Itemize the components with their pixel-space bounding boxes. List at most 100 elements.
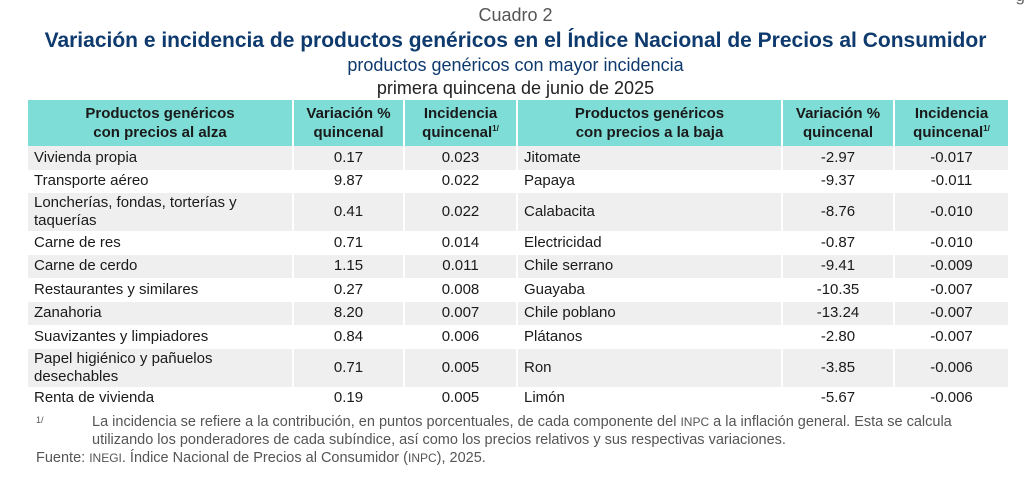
source-note: Fuente: INEGI. Índice Nacional de Precio… (36, 450, 486, 466)
down-incidence: -0.006 (894, 348, 1008, 387)
down-incidence: -0.017 (894, 146, 1008, 170)
source-text: . Índice Nacional de Precios al Consumid… (121, 450, 408, 466)
table-row: Vivienda propia 0.17 0.023 Jitomate -2.9… (28, 146, 1008, 170)
up-incidence: 0.014 (404, 231, 518, 255)
up-variation: 0.41 (293, 193, 405, 231)
table-row: Papel higiénico y pañuelos desechables 0… (28, 348, 1008, 387)
header-up-variation: Variación % quincenal (293, 100, 405, 146)
header-variation-line2: quincenal (313, 124, 384, 141)
source-label: Fuente: (36, 450, 90, 466)
up-variation: 1.15 (293, 254, 405, 278)
down-incidence: -0.010 (894, 231, 1008, 255)
up-variation: 0.71 (293, 231, 405, 255)
up-incidence: 0.023 (404, 146, 518, 170)
up-incidence: 0.011 (404, 254, 518, 278)
up-variation: 0.27 (293, 278, 405, 302)
footnote-inpc-abbr: INPC (680, 415, 710, 429)
down-variation: -2.97 (782, 146, 895, 170)
up-variation: 0.17 (293, 146, 405, 170)
up-product-name: Restaurantes y similares (28, 278, 294, 302)
down-incidence: -0.007 (894, 301, 1008, 325)
down-variation: -3.85 (782, 348, 895, 387)
down-variation: -0.87 (782, 231, 895, 255)
down-incidence: -0.009 (894, 254, 1008, 278)
header-down-products-line1: Productos genéricos (574, 105, 725, 122)
incidence-table: Productos genéricos con precios al alza … (28, 100, 1008, 410)
down-product-name: Electricidad (517, 231, 783, 255)
table-row: Restaurantes y similares 0.27 0.008 Guay… (28, 278, 1008, 302)
up-product-name: Loncherías, fondas, torterías y taquería… (28, 193, 294, 231)
up-incidence: 0.008 (404, 278, 518, 302)
up-incidence: 0.005 (404, 348, 518, 387)
header-incidence-line1: Incidencia (914, 105, 989, 122)
page-title: Variación e incidencia de productos gené… (44, 29, 987, 52)
down-product-name: Jitomate (517, 146, 783, 170)
header-down-products: Productos genéricos con precios a la baj… (517, 100, 783, 146)
header-up-incidence: Incidencia quincenal1/ (404, 100, 518, 146)
header-incidence-line1: Incidencia (423, 105, 498, 122)
down-variation: -2.80 (782, 325, 895, 349)
down-product-name: Chile serrano (517, 254, 783, 278)
header-up-products: Productos genéricos con precios al alza (28, 100, 294, 146)
down-product-name: Plátanos (517, 325, 783, 349)
table-row: Carne de cerdo 1.15 0.011 Chile serrano … (28, 254, 1008, 278)
up-product-name: Renta de vivienda (28, 386, 294, 410)
down-variation: -9.41 (782, 254, 895, 278)
down-product-name: Papaya (517, 169, 783, 193)
table-row: Transporte aéreo 9.87 0.022 Papaya -9.37… (28, 169, 1008, 193)
up-variation: 0.19 (293, 386, 405, 410)
down-variation: -9.37 (782, 169, 895, 193)
footnote-text-part2: a la inflación general. Esta se calcula … (92, 414, 952, 448)
table-number: Cuadro 2 (478, 5, 553, 25)
up-product-name: Carne de res (28, 231, 294, 255)
up-product-name: Carne de cerdo (28, 254, 294, 278)
footnote-text-part1: La incidencia se refiere a la contribuci… (92, 414, 681, 430)
footnote: 1/ La incidencia se refiere a la contrib… (36, 413, 1016, 449)
header-down-incidence: Incidencia quincenal1/ (894, 100, 1008, 146)
header-down-variation: Variación % quincenal (782, 100, 895, 146)
header-incidence-line2: quincenal (422, 124, 493, 141)
up-product-name: Papel higiénico y pañuelos desechables (28, 348, 294, 387)
footnote-mark: 1/ (36, 415, 44, 425)
header-down-products-line2: con precios a la baja (575, 124, 724, 141)
up-variation: 9.87 (293, 169, 405, 193)
header-variation-line1: Variación % (306, 105, 391, 122)
down-incidence: -0.007 (894, 278, 1008, 302)
up-product-name: Transporte aéreo (28, 169, 294, 193)
up-incidence: 0.022 (404, 193, 518, 231)
down-incidence: -0.006 (894, 386, 1008, 410)
down-incidence: -0.010 (894, 193, 1008, 231)
source-year: ), 2025. (436, 450, 486, 466)
up-variation: 0.71 (293, 348, 405, 387)
up-incidence: 0.006 (404, 325, 518, 349)
table-row: Loncherías, fondas, torterías y taquería… (28, 193, 1008, 231)
header-variation-line2: quincenal (802, 124, 873, 141)
header-incidence-footnote-mark: 1/ (492, 124, 499, 133)
down-incidence: -0.011 (894, 169, 1008, 193)
up-incidence: 0.005 (404, 386, 518, 410)
up-incidence: 0.022 (404, 169, 518, 193)
source-inegi-abbr: INEGI (89, 451, 122, 465)
table-row: Carne de res 0.71 0.014 Electricidad -0.… (28, 231, 1008, 255)
clipped-glyph: g (1016, 0, 1025, 6)
table-row: Zanahoria 8.20 0.007 Chile poblano -13.2… (28, 301, 1008, 325)
table-row: Suavizantes y limpiadores 0.84 0.006 Plá… (28, 325, 1008, 349)
source-inpc-abbr: INPC (407, 451, 437, 465)
down-incidence: -0.007 (894, 325, 1008, 349)
header-up-products-line2: con precios al alza (93, 124, 227, 141)
up-variation: 0.84 (293, 325, 405, 349)
header-incidence-footnote-mark: 1/ (983, 124, 990, 133)
period-label: primera quincena de junio de 2025 (376, 78, 655, 98)
up-product-name: Suavizantes y limpiadores (28, 325, 294, 349)
footnote-text: La incidencia se refiere a la contribuci… (92, 413, 1016, 449)
down-product-name: Ron (517, 348, 783, 387)
up-variation: 8.20 (293, 301, 405, 325)
down-product-name: Calabacita (517, 193, 783, 231)
table-header-row: Productos genéricos con precios al alza … (28, 100, 1008, 146)
down-variation: -13.24 (782, 301, 895, 325)
down-variation: -10.35 (782, 278, 895, 302)
down-product-name: Chile poblano (517, 301, 783, 325)
down-variation: -8.76 (782, 193, 895, 231)
page-subtitle: productos genéricos con mayor incidencia (347, 55, 684, 75)
header-up-products-line1: Productos genéricos (85, 105, 235, 122)
